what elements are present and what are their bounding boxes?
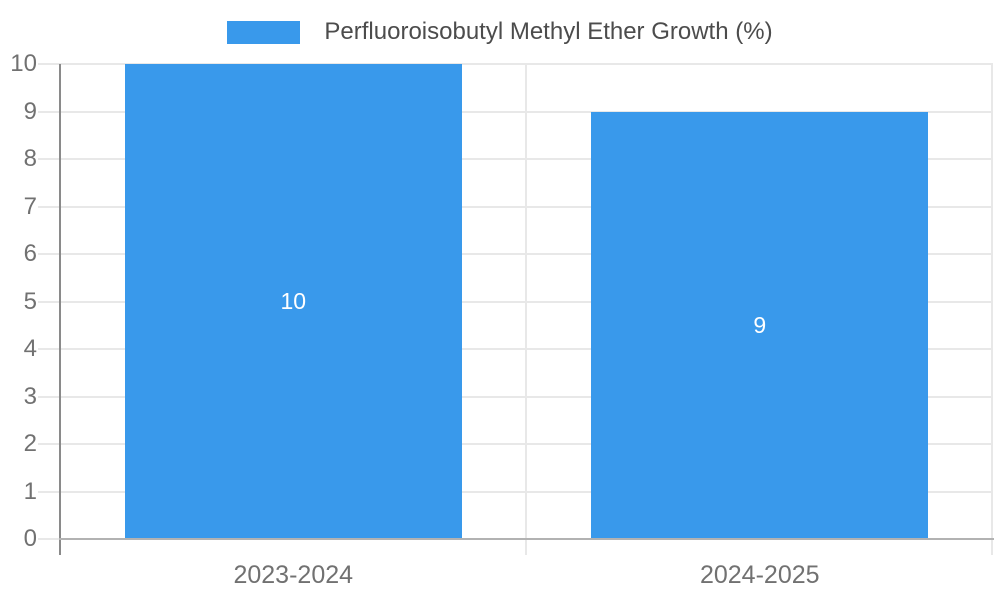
y-gridline xyxy=(38,205,993,208)
y-gridline xyxy=(38,158,993,160)
y-tick-label: 7 xyxy=(23,192,37,220)
legend-swatch xyxy=(227,20,301,44)
x-category-label: 2024-2025 xyxy=(699,561,820,589)
y-gridline xyxy=(38,253,993,255)
y-tick-label: 6 xyxy=(23,240,37,267)
bar-value-label: 10 xyxy=(280,288,307,314)
y-gridline xyxy=(38,300,993,303)
bar[interactable]: 10 xyxy=(124,64,462,539)
y-tick-label: 10 xyxy=(10,50,37,77)
legend[interactable]: Perfluoroisobutyl Methyl Ether Growth (%… xyxy=(0,20,1000,44)
y-gridline xyxy=(38,110,993,113)
y-tick-label: 3 xyxy=(23,382,37,410)
legend-label: Perfluoroisobutyl Methyl Ether Growth (%… xyxy=(324,18,773,45)
y-gridline xyxy=(38,490,993,493)
x-gridline xyxy=(991,64,993,555)
y-gridline xyxy=(38,443,993,445)
bar-value-label: 9 xyxy=(753,311,767,338)
x-axis-line xyxy=(59,538,994,540)
y-tick-label: 0 xyxy=(23,525,37,552)
y-axis-line xyxy=(59,64,61,555)
y-tick-label: 8 xyxy=(23,145,37,172)
x-gridline xyxy=(524,64,527,555)
y-tick-label: 2 xyxy=(23,430,37,457)
y-gridline xyxy=(38,395,993,398)
y-tick-label: 9 xyxy=(23,97,37,125)
x-category-label: 2023-2024 xyxy=(233,561,354,589)
y-tick-label: 4 xyxy=(23,335,37,362)
y-tick-label: 1 xyxy=(23,477,37,505)
y-tick-label: 5 xyxy=(23,287,37,315)
y-gridline xyxy=(38,348,993,350)
bar[interactable]: 9 xyxy=(591,111,929,539)
y-gridline xyxy=(38,63,993,65)
